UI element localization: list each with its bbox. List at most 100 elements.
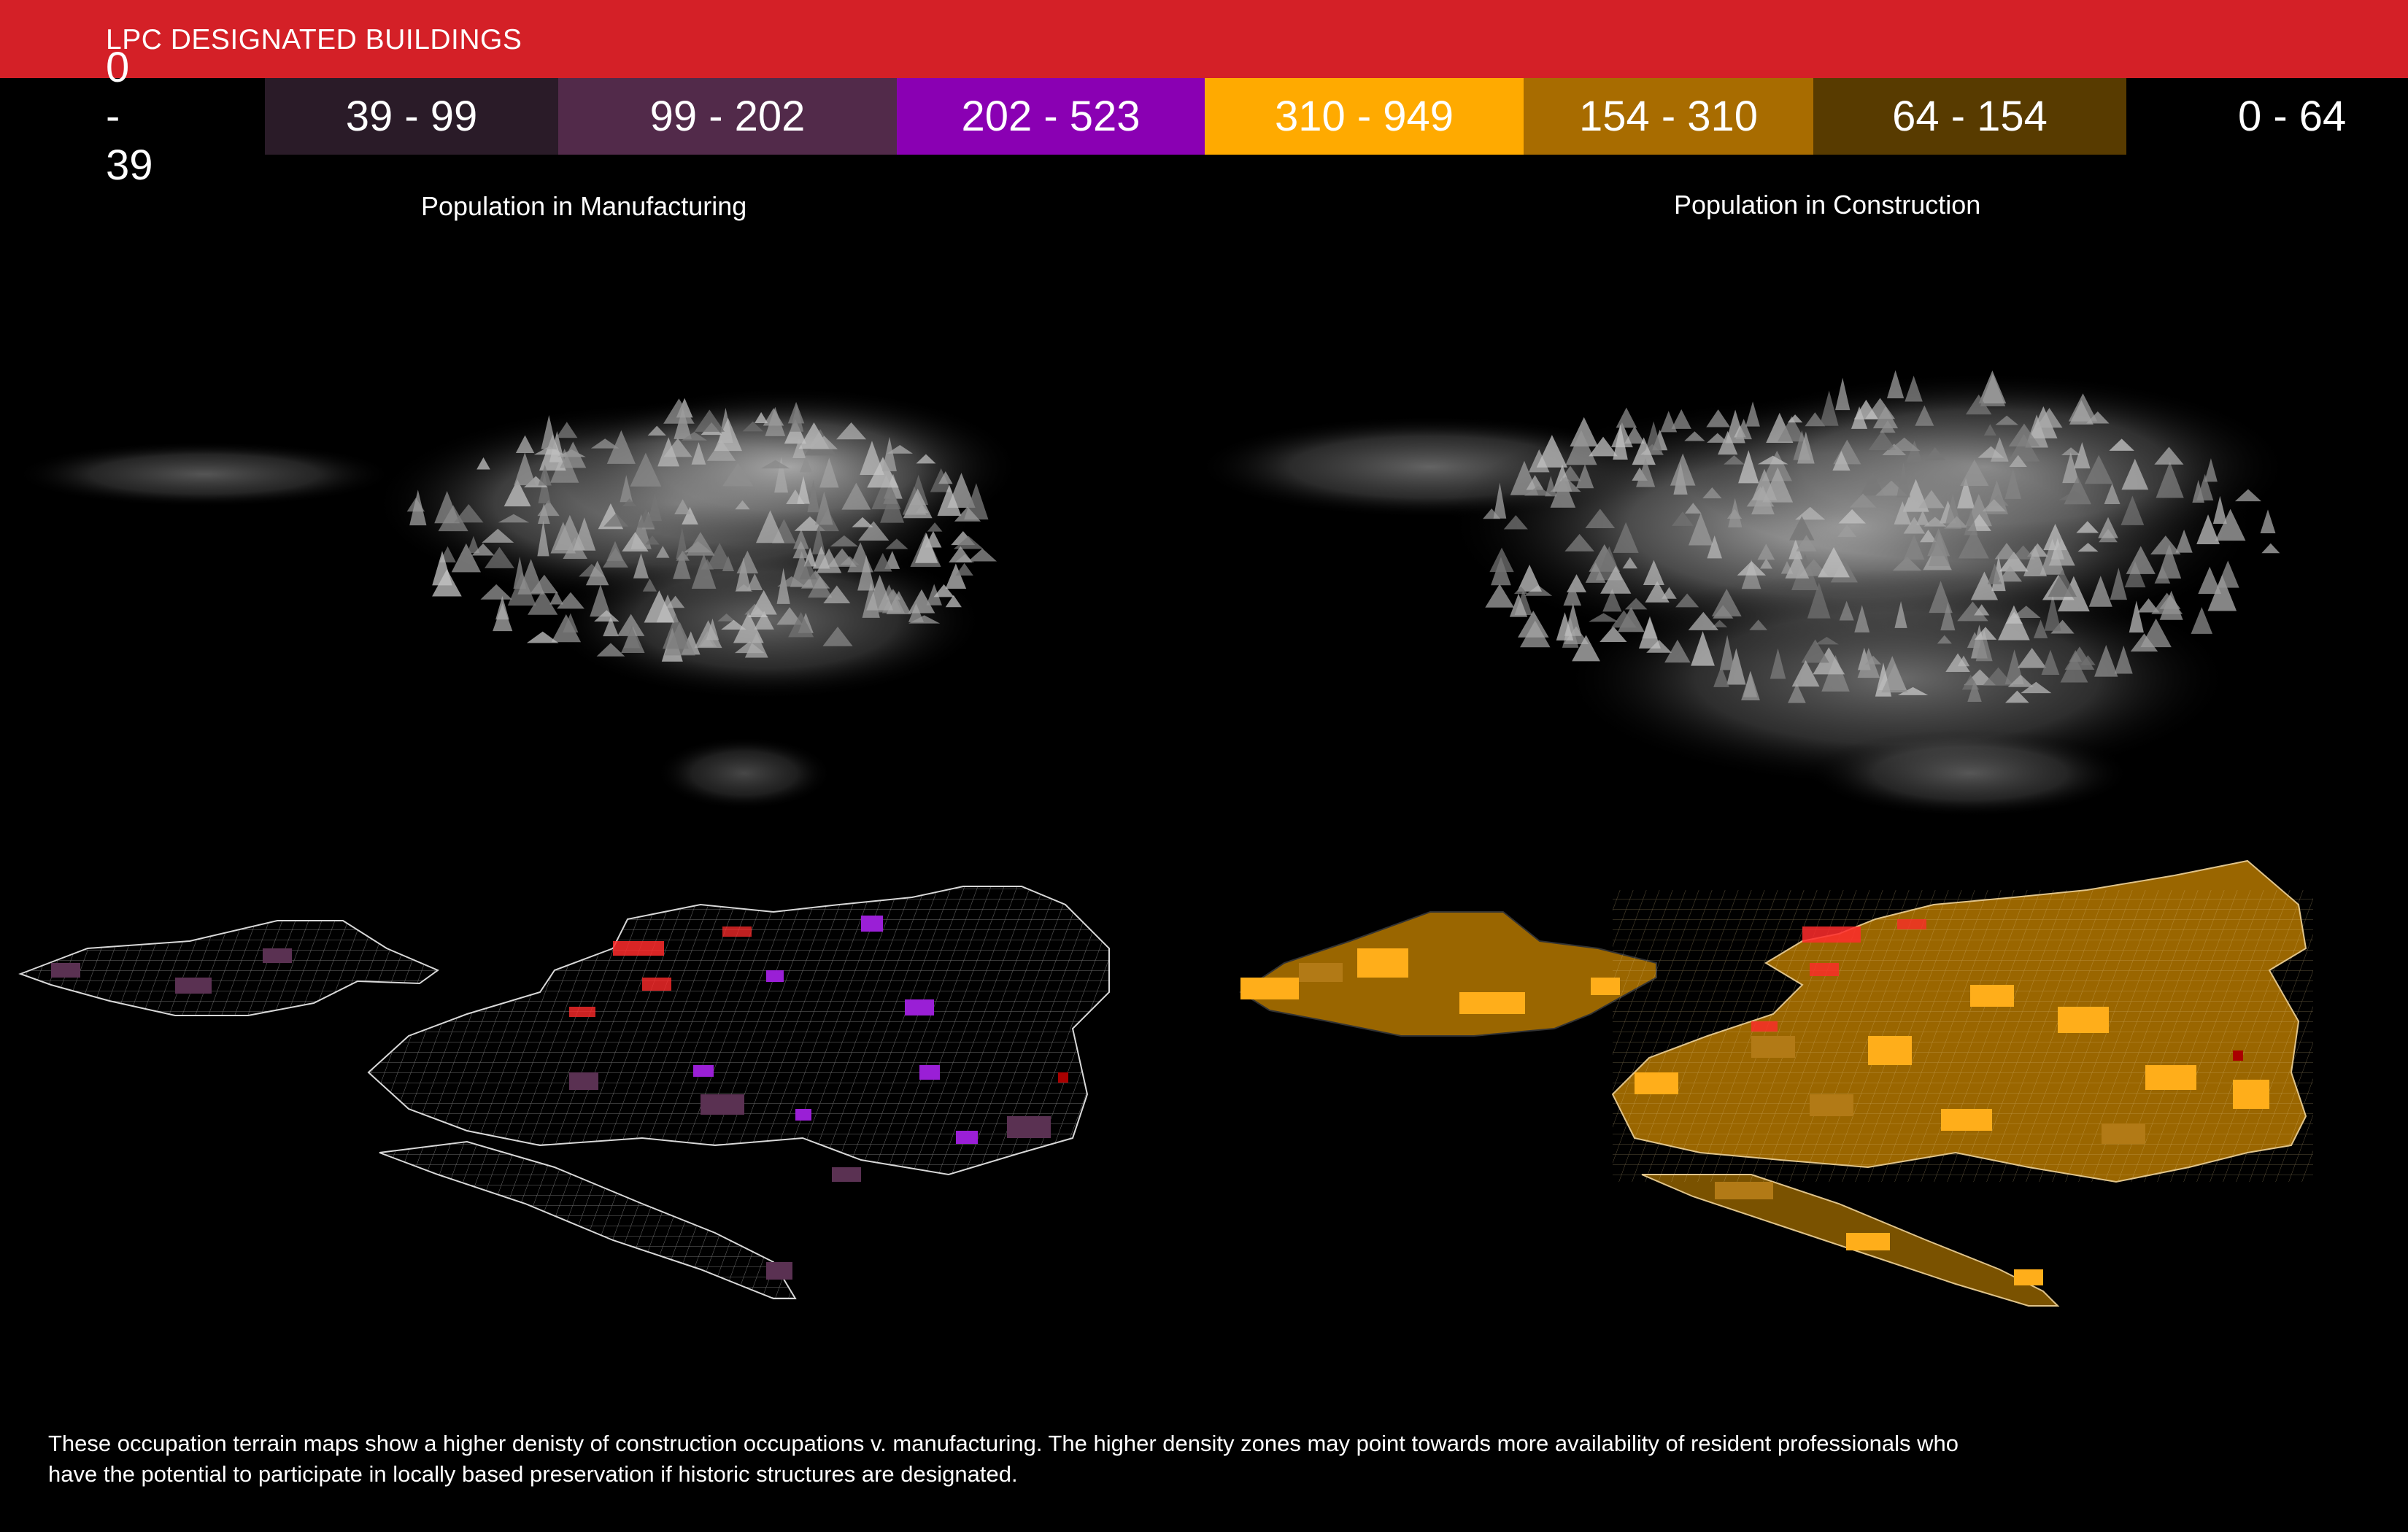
terrain-peak [1660, 411, 1678, 433]
terrain-peak [799, 455, 812, 473]
terrain-peak [480, 584, 512, 600]
terrain-peak [2048, 538, 2075, 566]
terrain-peak [1600, 565, 1632, 594]
terrain-peak [1707, 535, 1722, 559]
terrain-peak [1994, 543, 2019, 560]
terrain-peak [1622, 557, 1638, 569]
legend-label: 64 - 154 [1892, 93, 2048, 140]
terrain-peak [514, 452, 536, 486]
terrain-peak [1785, 552, 1810, 579]
terrain-peak [620, 475, 633, 503]
construction-map-title: Population in Construction [1674, 190, 1981, 220]
terrain-peak [873, 552, 892, 572]
terrain-peak [673, 550, 691, 579]
terrain-peak [1940, 603, 1956, 631]
terrain-peak [803, 547, 817, 567]
terrain-peak [2154, 565, 2171, 584]
terrain-peak [517, 559, 544, 595]
terrain-peak [1886, 370, 1905, 399]
construction-high-zones [1240, 948, 2269, 1285]
terrain-peak [556, 422, 578, 438]
terrain-peak [471, 543, 495, 556]
terrain-peak [1741, 670, 1760, 700]
construction-terrain [1197, 370, 2291, 817]
construction-map [1239, 859, 2313, 1307]
terrain-peak [1485, 584, 1514, 608]
terrain-peak [2094, 645, 2118, 677]
terrain-peak [776, 607, 803, 625]
terrain-peak [1967, 632, 1983, 649]
terrain-peak [1575, 464, 1594, 489]
terrain-peak [657, 437, 680, 467]
terrain-peak [1691, 631, 1715, 666]
terrain-peak [2126, 546, 2156, 574]
terrain-peak [2008, 423, 2040, 446]
terrain-peak [642, 579, 657, 592]
terrain-peak [2120, 495, 2145, 525]
terrain-peak [1983, 424, 1996, 436]
terrain-peak [563, 613, 579, 632]
terrain-peak [926, 584, 942, 606]
terrain-peak [2204, 458, 2218, 482]
terrain-peak [1787, 414, 1803, 423]
terrain-peak [1819, 390, 1839, 426]
terrain-peak [2207, 575, 2237, 611]
terrain-peak [2198, 566, 2222, 594]
terrain-peak [755, 411, 768, 424]
terrain-peak [2023, 546, 2048, 576]
terrain-peak [1788, 539, 1803, 560]
terrain-peak [1838, 509, 1866, 524]
terrain-peak [1589, 613, 1618, 622]
terrain-peak [2261, 543, 2280, 554]
terrain-peak [560, 441, 587, 468]
terrain-peak [1960, 459, 1989, 487]
terrain-peak [2109, 438, 2134, 451]
terrain-peak [765, 406, 786, 436]
terrain-peak [1851, 406, 1868, 429]
terrain-peak [1839, 600, 1854, 621]
terrain-peak [2008, 433, 2040, 462]
terrain-peak [1982, 499, 2007, 512]
terrain-peak [2151, 592, 2183, 614]
terrain-peak [2021, 681, 2052, 694]
terrain-peak [788, 611, 814, 638]
terrain-peak [1906, 441, 1923, 463]
terrain-peak [938, 471, 953, 484]
terrain-peak [792, 541, 809, 559]
terrain-peak [841, 482, 871, 510]
terrain-peak [2076, 521, 2099, 533]
terrain-peak [1662, 587, 1677, 599]
terrain-peak [799, 559, 817, 580]
terrain-peak [1726, 648, 1746, 685]
terrain-peak [550, 522, 576, 554]
terrain-peak [2114, 645, 2133, 674]
terrain-peak [1894, 601, 1907, 628]
terrain-peak [686, 532, 715, 556]
terrain-peak [1563, 582, 1582, 606]
terrain-peak [819, 457, 839, 488]
terrain-peak [858, 521, 890, 541]
terrain-peak [2069, 650, 2082, 662]
terrain-peak [2077, 543, 2099, 552]
terrain-peak [1644, 421, 1664, 455]
terrain-peak [1967, 680, 1982, 703]
terrain-peak [883, 487, 898, 504]
terrain-peak [1688, 611, 1719, 630]
terrain-peak [794, 516, 826, 531]
terrain-peak [1860, 472, 1886, 496]
terrain-peak [1958, 528, 1989, 559]
terrain-peak [676, 527, 689, 560]
legend-manufacturing-1: 39 - 99 [265, 78, 558, 155]
page-title: LPC DESIGNATED BUILDINGS [106, 24, 522, 55]
terrain-peak [1564, 533, 1594, 552]
terrain-peak [949, 546, 973, 563]
terrain-peak [1602, 589, 1622, 612]
terrain-peak [1987, 563, 2002, 584]
terrain-peak [882, 436, 897, 471]
terrain-peak [1937, 635, 1952, 644]
terrain-peak [1509, 593, 1528, 617]
terrain-peak [1957, 478, 1975, 508]
terrain-peak [750, 589, 777, 615]
terrain-peak [1945, 653, 1970, 672]
terrain-peak [744, 632, 768, 658]
